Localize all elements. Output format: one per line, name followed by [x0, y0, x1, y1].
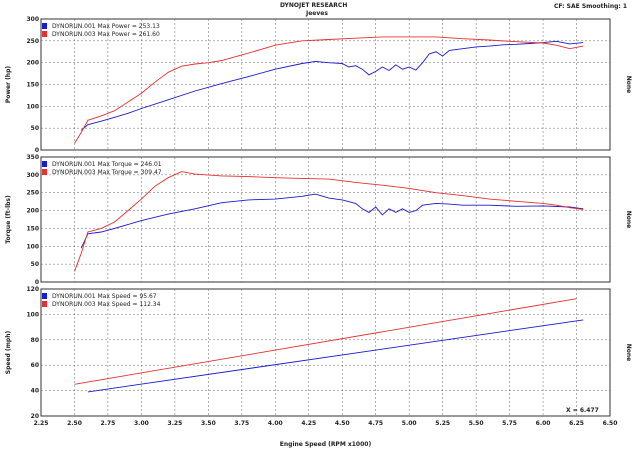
y-axis-label: Speed (mph): [5, 331, 12, 375]
x-tick-label: 3.75: [234, 420, 249, 427]
x-tick-label: 4.75: [368, 420, 383, 427]
x-tick-label: 4.50: [335, 420, 350, 427]
y-tick-label: 0: [35, 147, 39, 154]
y-tick-label: 50: [31, 125, 39, 132]
x-tick-label: 2.25: [34, 420, 49, 427]
x-tick-label: 3.50: [201, 420, 216, 427]
legend-swatch: [42, 301, 47, 307]
y-tick-label: 250: [26, 190, 39, 197]
chart-title: DYNOJET RESEARCH: [280, 2, 348, 9]
y-tick-label: 200: [26, 208, 39, 215]
y-tick-label: 100: [26, 311, 39, 318]
legend-entry: DYNORUN.001 Max Speed = 95.67: [52, 293, 157, 300]
legend-swatch: [42, 23, 47, 29]
x-tick-label: 6.00: [536, 420, 551, 427]
legend-swatch: [42, 31, 47, 37]
right-axis-label: None: [625, 76, 632, 93]
x-tick-label: 6.25: [569, 420, 584, 427]
y-tick-label: 50: [31, 261, 39, 268]
plot-frame: [40, 288, 611, 417]
legend-swatch: [42, 161, 47, 167]
series-line-dynorun-001: [87, 319, 584, 393]
x-tick-label: 3.25: [167, 420, 182, 427]
x-tick-label: 6.50: [603, 420, 618, 427]
y-tick-label: 300: [26, 16, 39, 23]
legend-swatch: [42, 169, 47, 175]
y-axis-label: Power (hp): [5, 66, 12, 103]
series-line-dynorun-003: [74, 298, 577, 385]
y-tick-label: 80: [31, 337, 39, 344]
y-tick-label: 200: [26, 60, 39, 67]
x-tick-label: 5.75: [502, 420, 517, 427]
legend-entry: DYNORUN.001 Max Power = 253.13: [52, 23, 160, 30]
y-axis-label: Torque (ft-lbs): [5, 195, 12, 244]
legend-entry: DYNORUN.003 Max Power = 261.60: [52, 31, 160, 38]
series-line-dynorun-001: [80, 40, 584, 131]
series-line-dynorun-003: [74, 171, 584, 272]
x-tick-label: 5.00: [402, 420, 417, 427]
y-tick-label: 20: [31, 413, 39, 420]
y-tick-label: 100: [26, 243, 39, 250]
legend-entry: DYNORUN.003 Max Torque = 309.47: [52, 169, 162, 176]
right-axis-label: None: [625, 344, 632, 361]
x-tick-label: 2.75: [101, 420, 116, 427]
y-tick-label: 150: [26, 225, 39, 232]
x-tick-label: 4.25: [301, 420, 316, 427]
legend-entry: DYNORUN.003 Max Speed = 112.34: [52, 301, 161, 308]
y-tick-label: 300: [26, 172, 39, 179]
y-tick-label: 100: [26, 103, 39, 110]
y-tick-label: 120: [26, 286, 39, 293]
y-tick-label: 350: [26, 154, 39, 161]
y-tick-label: 150: [26, 82, 39, 89]
legend-entry: DYNORUN.001 Max Torque = 246.01: [52, 161, 162, 168]
y-tick-label: 0: [35, 279, 39, 286]
legend-swatch: [42, 293, 47, 299]
series-line-dynorun-001: [80, 193, 584, 249]
x-tick-label: 2.50: [67, 420, 82, 427]
right-axis-label: None: [625, 211, 632, 228]
x-tick-label: 3.00: [134, 420, 149, 427]
cursor-readout: X = 6.477: [566, 407, 599, 414]
series-line-dynorun-003: [74, 36, 584, 144]
chart-subtitle: Jeeves: [306, 10, 328, 17]
y-tick-label: 250: [26, 38, 39, 45]
y-tick-label: 60: [31, 362, 39, 369]
x-axis-label: Engine Speed (RPM x1000): [280, 441, 372, 448]
x-tick-label: 5.25: [435, 420, 450, 427]
plot-frame: [40, 156, 611, 283]
y-tick-label: 40: [31, 388, 39, 395]
x-tick-label: 4.00: [268, 420, 283, 427]
status-readout: CF: SAE Smoothing: 1: [554, 3, 628, 10]
x-tick-label: 5.50: [469, 420, 484, 427]
